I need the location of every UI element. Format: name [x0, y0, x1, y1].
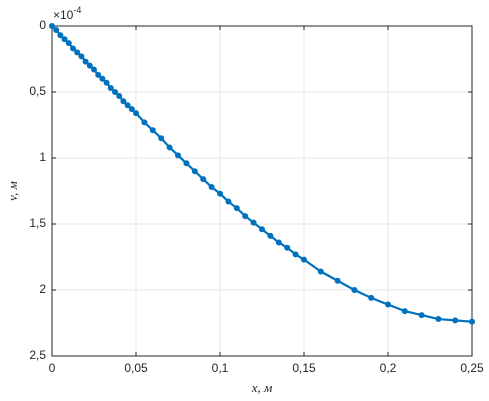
point-marker	[65, 40, 72, 47]
point-marker	[385, 301, 391, 308]
point-marker	[107, 85, 114, 92]
point-marker	[418, 312, 425, 319]
point-marker	[242, 213, 249, 220]
point-marker	[292, 251, 299, 258]
x-tick-label: 0,05	[124, 361, 148, 375]
point-marker	[435, 316, 442, 323]
point-marker	[61, 36, 68, 43]
y-tick-label: 2,5	[29, 348, 46, 362]
y-tick-label: 1	[39, 150, 46, 164]
point-marker	[317, 268, 324, 275]
point-marker	[200, 176, 207, 183]
x-tick-label: 0	[49, 361, 56, 375]
point-marker	[158, 135, 165, 142]
point-marker	[99, 75, 106, 82]
point-marker	[191, 168, 198, 175]
x-tick-label: 0,2	[380, 361, 397, 375]
point-marker	[183, 160, 190, 167]
point-marker	[95, 71, 102, 78]
x-axis-title: x, м	[251, 380, 273, 395]
y-tick-label: 0	[39, 18, 46, 32]
y-tick-label: 0,5	[29, 84, 46, 98]
y-multiplier-exponent: -4	[73, 5, 81, 15]
point-marker	[334, 277, 341, 284]
point-marker	[112, 89, 118, 95]
y-multiplier: ×10-4	[53, 5, 81, 22]
point-marker	[225, 198, 232, 205]
point-marker	[86, 62, 93, 69]
point-marker	[53, 26, 60, 33]
y-axis-title: v, м	[5, 181, 20, 201]
point-marker	[149, 127, 156, 134]
point-marker	[141, 119, 148, 126]
point-marker	[452, 317, 459, 324]
point-marker	[133, 110, 139, 117]
point-marker	[233, 205, 240, 212]
point-marker	[91, 66, 97, 73]
y-tick-label: 1,5	[29, 216, 46, 230]
point-marker	[82, 58, 89, 65]
point-marker	[267, 232, 274, 239]
point-marker	[259, 226, 265, 233]
x-tick-label: 0,25	[460, 361, 484, 375]
point-marker	[128, 106, 135, 113]
point-marker	[250, 219, 257, 226]
y-tick-label: 2	[39, 282, 46, 296]
point-marker	[469, 318, 475, 325]
point-marker	[401, 308, 408, 315]
point-marker	[57, 32, 64, 39]
point-marker	[74, 49, 81, 56]
point-marker	[301, 256, 307, 263]
point-marker	[166, 144, 173, 151]
point-marker	[120, 98, 127, 105]
point-marker	[351, 287, 358, 293]
point-marker	[275, 239, 282, 246]
point-marker	[217, 190, 223, 197]
point-marker	[78, 53, 85, 60]
point-marker	[175, 152, 181, 159]
x-tick-label: 0,15	[292, 361, 316, 375]
point-marker	[116, 92, 123, 99]
point-marker	[368, 294, 375, 301]
point-marker	[49, 23, 55, 29]
point-marker	[103, 79, 110, 86]
point-marker	[208, 184, 215, 191]
series-line	[51, 25, 473, 323]
point-marker	[284, 244, 291, 251]
plot-frame	[51, 25, 473, 357]
point-marker	[70, 45, 76, 52]
point-marker	[124, 102, 131, 109]
y-multiplier-base: ×10	[53, 8, 74, 22]
x-tick-label: 0,1	[212, 361, 229, 375]
